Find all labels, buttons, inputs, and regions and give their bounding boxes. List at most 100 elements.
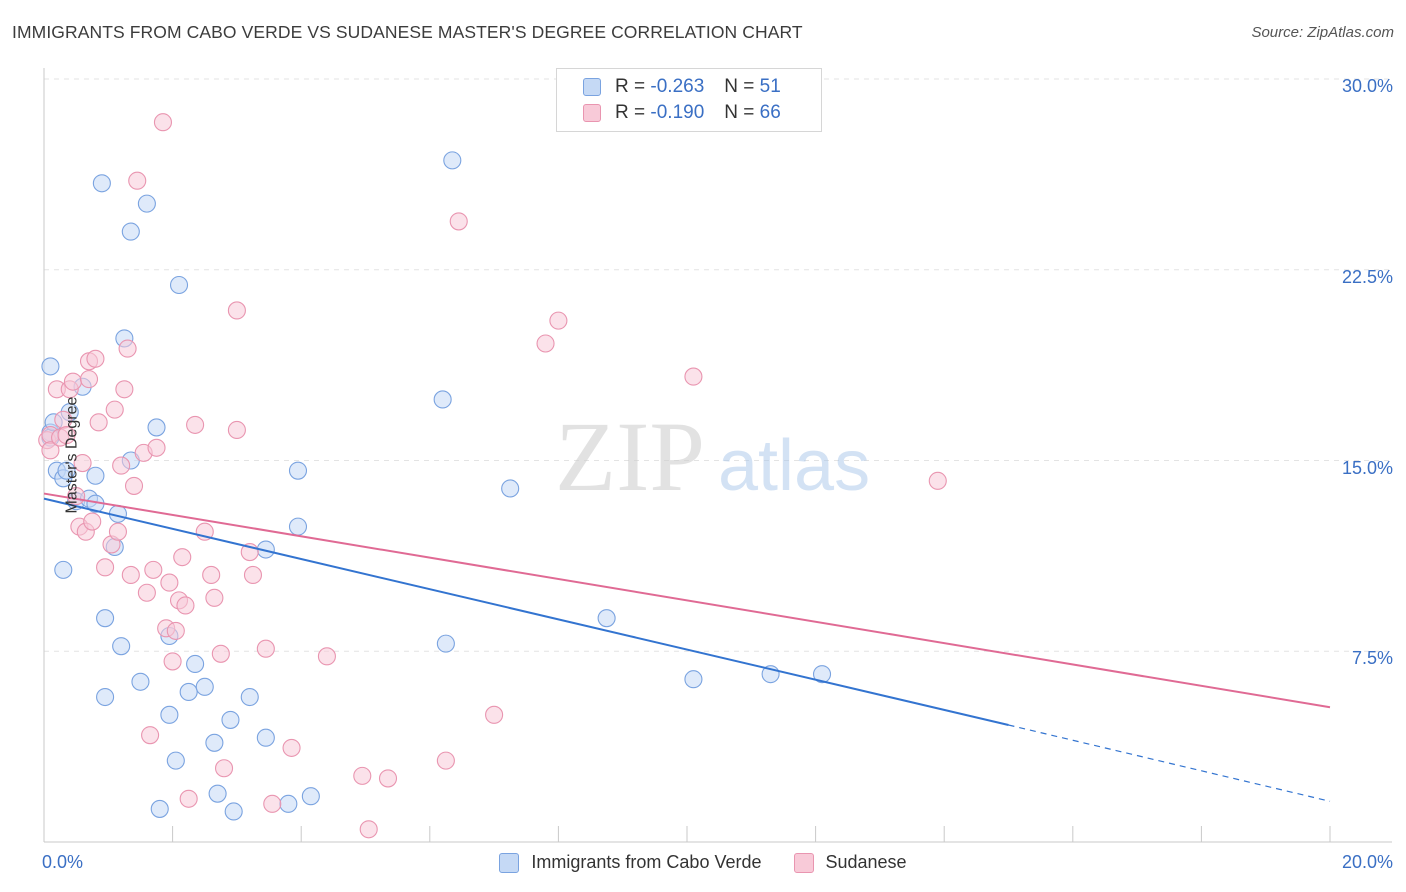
legend-swatch-sudanese — [583, 104, 601, 122]
point-sudanese — [118, 339, 137, 358]
legend-n-label: N = — [724, 102, 755, 123]
point-cabo-verde — [166, 751, 185, 770]
legend-n-value: 51 — [759, 76, 781, 97]
point-sudanese — [227, 301, 246, 320]
point-sudanese — [536, 334, 555, 353]
point-sudanese — [89, 413, 108, 432]
trend-line-cabo-verde — [43, 497, 1009, 726]
y-tick-label: 30.0% — [1341, 76, 1393, 96]
point-sudanese — [124, 476, 144, 495]
source-label: Source: ZipAtlas.com — [1251, 24, 1394, 41]
correlation-legend: R = -0.263 N = 51 R = -0.190 N = 66 — [556, 68, 822, 132]
point-sudanese — [202, 565, 221, 585]
legend-item-cabo-verde[interactable]: Immigrants from Cabo Verde — [499, 852, 762, 873]
point-sudanese — [179, 789, 198, 808]
point-sudanese — [96, 558, 115, 577]
point-sudanese — [684, 367, 703, 386]
point-sudanese — [137, 583, 156, 602]
legend-item-sudanese[interactable]: Sudanese — [793, 852, 907, 873]
point-sudanese — [449, 212, 468, 231]
point-sudanese — [243, 565, 263, 585]
legend-swatch-cabo-verde — [499, 852, 520, 873]
point-sudanese — [173, 548, 192, 567]
point-sudanese — [108, 522, 127, 541]
grid-layer — [44, 78, 1392, 652]
point-cabo-verde — [160, 705, 179, 724]
point-sudanese — [153, 113, 173, 132]
point-sudanese — [57, 426, 76, 445]
point-cabo-verde — [121, 222, 140, 241]
point-cabo-verde — [112, 637, 131, 656]
point-sudanese — [549, 311, 568, 330]
point-sudanese — [121, 565, 140, 585]
point-cabo-verde — [179, 682, 198, 701]
point-sudanese — [317, 647, 336, 666]
point-sudanese — [263, 794, 282, 813]
legend-label-sudanese: Sudanese — [825, 852, 907, 872]
point-cabo-verde — [96, 687, 115, 707]
point-cabo-verde — [288, 461, 308, 480]
point-sudanese — [166, 621, 185, 640]
point-sudanese — [141, 726, 160, 745]
point-cabo-verde — [186, 654, 205, 674]
point-sudanese — [73, 453, 92, 473]
point-sudanese — [112, 456, 131, 475]
point-cabo-verde — [195, 677, 214, 696]
point-cabo-verde — [301, 787, 320, 806]
point-cabo-verde — [208, 784, 227, 803]
legend-row-cabo-verde: R = -0.263 N = 51 — [583, 76, 781, 98]
point-cabo-verde — [205, 733, 224, 752]
point-sudanese — [144, 560, 163, 579]
legend-r-label: R = — [615, 102, 646, 123]
point-sudanese — [160, 573, 179, 592]
x-tick-label-end: 20.0% — [1341, 852, 1393, 872]
point-sudanese — [105, 400, 124, 419]
legend-r-value: -0.263 — [650, 76, 705, 97]
point-sudanese — [436, 751, 455, 770]
point-cabo-verde — [684, 670, 703, 689]
point-sudanese — [353, 766, 372, 785]
point-cabo-verde — [240, 687, 259, 707]
legend-row-sudanese: R = -0.190 N = 66 — [583, 102, 781, 124]
point-cabo-verde — [92, 174, 111, 193]
legend-r-label: R = — [615, 76, 646, 97]
point-cabo-verde — [137, 194, 156, 213]
point-sudanese — [79, 370, 99, 389]
chart-title: IMMIGRANTS FROM CABO VERDE VS SUDANESE M… — [12, 22, 803, 42]
point-cabo-verde — [436, 634, 455, 653]
point-sudanese — [378, 769, 398, 788]
point-sudanese — [256, 639, 275, 658]
point-cabo-verde — [433, 390, 452, 409]
point-sudanese — [214, 759, 234, 778]
y-tick-label: 15.0% — [1341, 457, 1393, 478]
point-cabo-verde — [288, 517, 308, 536]
point-sudanese — [128, 171, 147, 190]
point-cabo-verde — [221, 710, 240, 729]
point-sudanese — [359, 820, 378, 839]
point-cabo-verde — [86, 466, 105, 485]
point-sudanese — [205, 588, 224, 607]
x-tick-label-start: 0.0% — [42, 852, 84, 872]
point-cabo-verde — [812, 665, 832, 684]
trend-layer — [43, 492, 1331, 802]
watermark: ZIP atlas — [555, 401, 870, 512]
point-sudanese — [282, 738, 301, 757]
point-cabo-verde — [150, 799, 169, 818]
trend-line-cabo-verde-extension — [1008, 724, 1331, 802]
point-cabo-verde — [147, 418, 166, 437]
point-cabo-verde — [131, 672, 150, 691]
trend-line-sudanese — [43, 492, 1331, 709]
series-legend: Immigrants from Cabo Verde Sudanese — [0, 852, 1406, 873]
legend-r-value: -0.190 — [650, 102, 705, 123]
legend-n-value: 66 — [759, 102, 781, 123]
point-cabo-verde — [96, 609, 115, 628]
point-sudanese — [227, 420, 246, 440]
point-sudanese — [41, 441, 60, 460]
legend-n-label: N = — [724, 76, 755, 97]
watermark-atlas: atlas — [718, 426, 870, 506]
point-cabo-verde — [443, 151, 462, 170]
point-cabo-verde — [169, 275, 189, 295]
point-sudanese — [147, 438, 166, 457]
point-cabo-verde — [57, 461, 76, 480]
